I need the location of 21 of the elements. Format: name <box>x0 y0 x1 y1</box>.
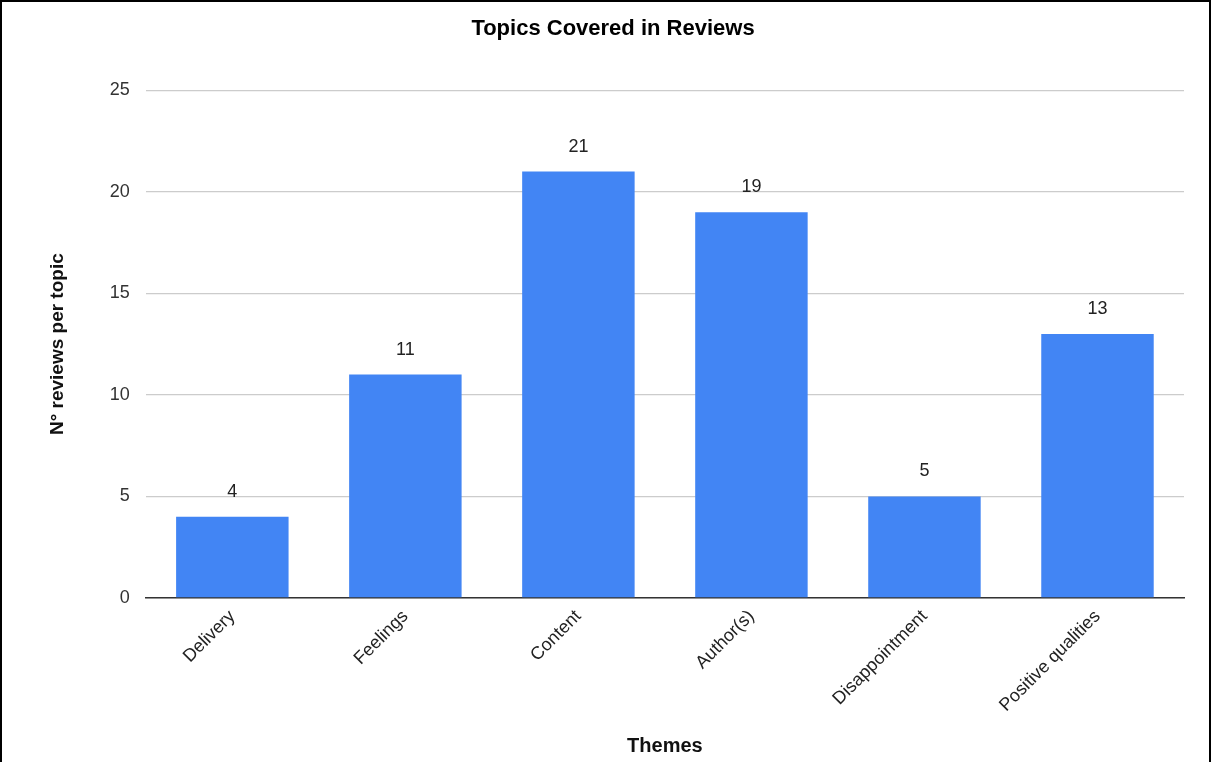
y-tick-label: 0 <box>119 586 130 607</box>
y-tick-label: 20 <box>109 180 130 201</box>
bar <box>176 516 289 598</box>
data-label: 11 <box>396 338 415 359</box>
chart-title: Topics Covered in Reviews <box>471 15 755 41</box>
y-tick-label: 25 <box>109 79 130 100</box>
bar <box>868 496 981 598</box>
y-tick-label: 5 <box>119 485 130 506</box>
bar <box>522 171 635 598</box>
y-tick-label: 10 <box>109 383 130 404</box>
x-axis-title: Themes <box>627 733 703 756</box>
bar <box>349 374 462 598</box>
data-label: 5 <box>919 460 930 481</box>
y-axis-title: N° reviews per topic <box>45 252 67 436</box>
bar <box>1041 334 1154 598</box>
data-label: 19 <box>741 176 762 197</box>
data-label: 21 <box>568 135 589 156</box>
bar <box>695 212 808 598</box>
y-tick-label: 15 <box>109 282 130 303</box>
data-label: 4 <box>227 480 238 501</box>
data-label: 13 <box>1087 297 1108 318</box>
